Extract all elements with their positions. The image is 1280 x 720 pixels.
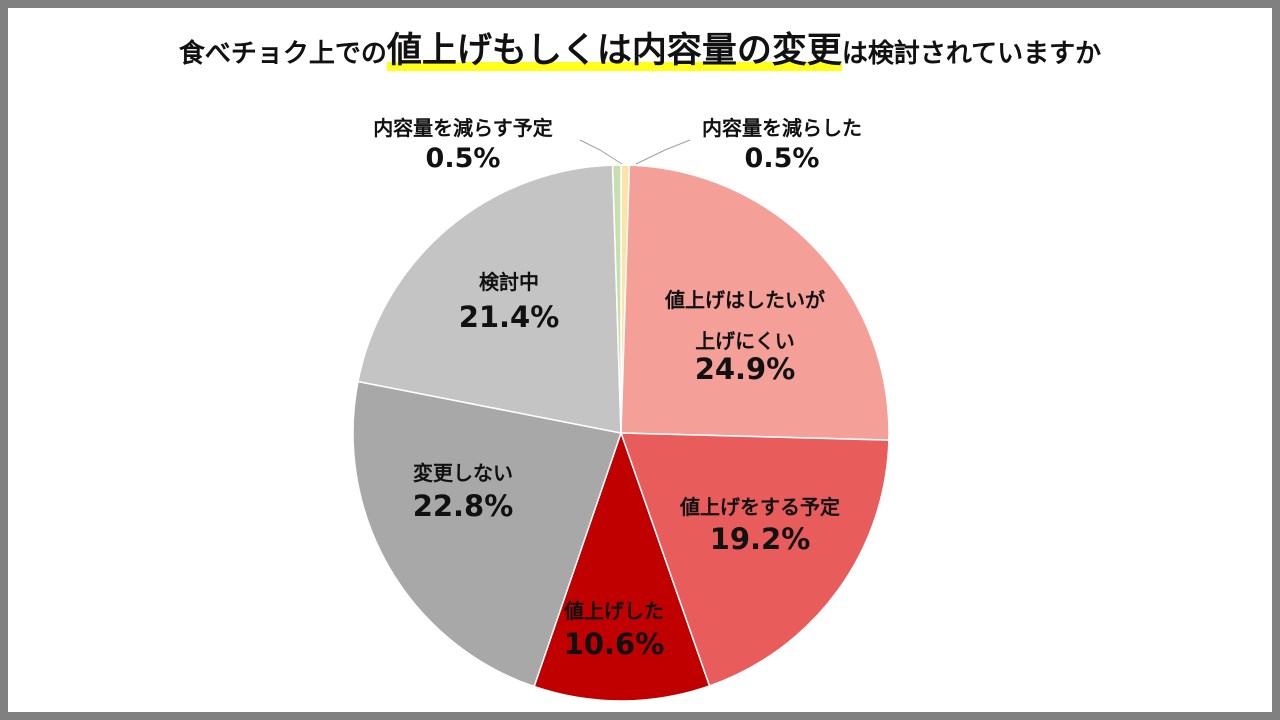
leader-line-7 bbox=[579, 139, 623, 165]
pie-slice-4 bbox=[533, 430, 711, 702]
slice-label-5: 変更しない bbox=[413, 461, 513, 485]
title-suffix: は検討されていますか bbox=[841, 39, 1102, 69]
pie-slice-2 bbox=[620, 164, 890, 441]
slice-label-3: 値上げをする予定 bbox=[679, 495, 840, 519]
slice-value-4: 10.6% bbox=[564, 627, 665, 661]
slice-value-3: 19.2% bbox=[710, 522, 811, 556]
pie-slice-5 bbox=[352, 380, 622, 688]
title-prefix: 食べチョク上での bbox=[178, 39, 387, 69]
leader-line-1 bbox=[635, 139, 691, 165]
slice-value-6: 21.4% bbox=[459, 300, 560, 334]
pie-slices bbox=[352, 164, 890, 702]
slice-value-7: 0.5% bbox=[426, 143, 501, 174]
slice-label-2-line-1: 値上げはしたいが bbox=[664, 288, 825, 312]
slice-value-2: 24.9% bbox=[695, 352, 796, 386]
chart-title: 食べチョク上での値上げもしくは内容量の変更は検討されていますか bbox=[0, 22, 1280, 73]
slice-value-1: 0.5% bbox=[745, 143, 820, 174]
slice-value-5: 22.8% bbox=[413, 489, 514, 523]
pie-slice-6 bbox=[357, 164, 622, 434]
slice-label-6: 検討中 bbox=[479, 270, 539, 294]
slice-label-7: 内容量を減らす予定 bbox=[373, 116, 553, 140]
slice-label-4: 値上げした bbox=[563, 599, 664, 623]
slice-label-1: 内容量を減らした bbox=[702, 116, 862, 140]
pie-slice-7 bbox=[611, 164, 622, 434]
slice-label-2-line-2: 上げにくい bbox=[695, 329, 795, 353]
title-highlight: 値上げもしくは内容量の変更 bbox=[386, 31, 842, 71]
